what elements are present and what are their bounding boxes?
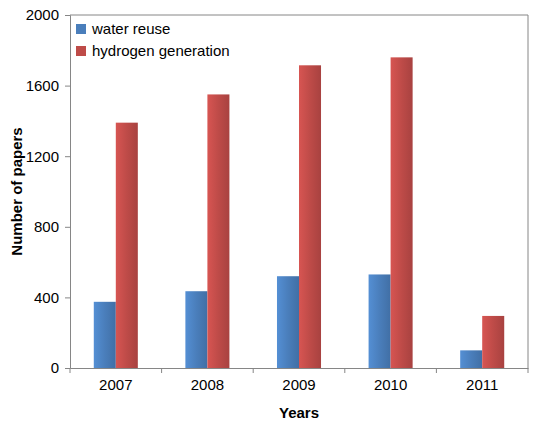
y-axis-title: Number of papers bbox=[8, 127, 25, 255]
y-tick-label: 400 bbox=[34, 289, 59, 306]
x-axis-title: Years bbox=[279, 404, 319, 421]
bar bbox=[299, 65, 321, 368]
x-tick-label: 2007 bbox=[99, 376, 132, 393]
legend-label: water reuse bbox=[91, 20, 170, 37]
x-axis-line bbox=[71, 368, 529, 369]
x-tick: 2010 bbox=[374, 368, 407, 393]
x-boundary-mark bbox=[344, 368, 345, 373]
bar bbox=[460, 350, 482, 368]
y-tick: 1200 bbox=[26, 148, 70, 165]
y-tick-mark bbox=[65, 156, 70, 157]
x-axis: 2007 2008 2009 2010 2011 bbox=[70, 368, 529, 393]
legend-item: hydrogen generation bbox=[76, 42, 230, 59]
legend-swatch bbox=[76, 24, 86, 34]
y-axis: 0 400 800 1200 1600 2000 bbox=[26, 6, 71, 376]
bars bbox=[94, 57, 504, 368]
bar bbox=[116, 123, 138, 368]
x-tick-label: 2011 bbox=[466, 376, 498, 393]
y-tick: 0 bbox=[51, 359, 70, 376]
y-tick-mark bbox=[65, 15, 70, 16]
y-tick-label: 1200 bbox=[26, 148, 59, 165]
bar bbox=[94, 302, 116, 368]
legend: water reuse hydrogen generation bbox=[76, 20, 230, 59]
x-tick-label: 2010 bbox=[374, 376, 407, 393]
y-tick-label: 2000 bbox=[26, 6, 59, 23]
plot-frame bbox=[70, 15, 528, 368]
y-tick: 2000 bbox=[26, 6, 70, 23]
x-tick: 2011 bbox=[466, 368, 498, 393]
y-tick-label: 0 bbox=[51, 359, 59, 376]
y-tick: 400 bbox=[34, 289, 70, 306]
bar bbox=[482, 316, 504, 368]
bar bbox=[207, 94, 229, 368]
x-boundaries bbox=[70, 368, 528, 373]
bar bbox=[369, 274, 391, 368]
y-tick-mark bbox=[65, 368, 70, 369]
bar bbox=[277, 276, 299, 368]
x-boundary-mark bbox=[161, 368, 162, 373]
x-boundary-mark bbox=[436, 368, 437, 373]
y-tick: 800 bbox=[34, 218, 70, 235]
y-axis-line bbox=[65, 16, 71, 369]
y-tick-mark bbox=[65, 297, 70, 298]
bar bbox=[391, 57, 413, 368]
chart: 0 400 800 1200 1600 2000 2007 2008 2009 2010 2011 w… bbox=[0, 0, 555, 430]
bar bbox=[185, 291, 207, 368]
x-tick: 2009 bbox=[282, 368, 315, 393]
x-boundary-mark bbox=[253, 368, 254, 373]
y-tick-label: 800 bbox=[34, 218, 59, 235]
x-tick-label: 2009 bbox=[282, 376, 315, 393]
legend-item: water reuse bbox=[76, 20, 170, 37]
y-tick-mark bbox=[65, 86, 70, 87]
x-tick-label: 2008 bbox=[191, 376, 224, 393]
plot: 0 400 800 1200 1600 2000 2007 2008 2009 2010 2011 w… bbox=[26, 6, 529, 392]
legend-swatch bbox=[76, 46, 86, 56]
x-boundary-mark bbox=[528, 368, 529, 373]
y-tick-mark bbox=[65, 227, 70, 228]
y-tick: 1600 bbox=[26, 77, 70, 94]
x-tick: 2008 bbox=[191, 368, 224, 393]
legend-label: hydrogen generation bbox=[92, 42, 230, 59]
x-tick: 2007 bbox=[99, 368, 132, 393]
y-tick-label: 1600 bbox=[26, 77, 59, 94]
x-boundary-mark bbox=[70, 368, 71, 373]
